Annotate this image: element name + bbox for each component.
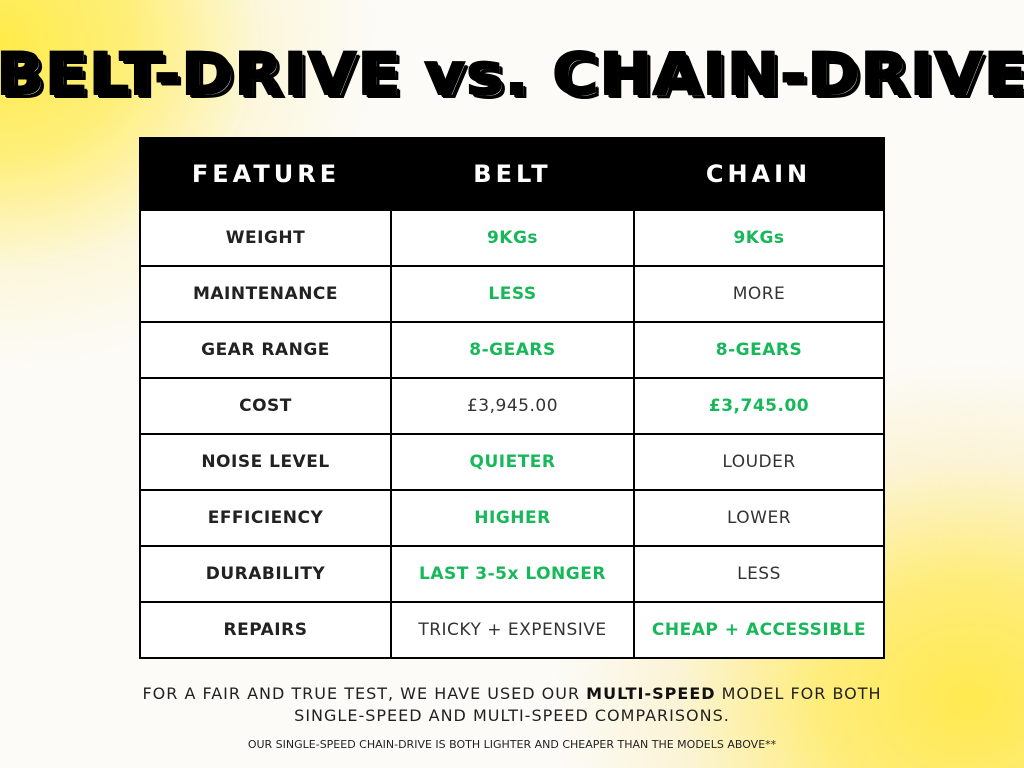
table-row: MAINTENANCE LESS MORE (139, 265, 885, 323)
chain-cell: MORE (633, 265, 885, 323)
comparison-table: FEATURE BELT CHAIN WEIGHT 9KGs 9KGs MAIN… (139, 137, 885, 659)
belt-cell: 8-GEARS (390, 321, 635, 379)
note-text-end: MODEL FOR BOTH (715, 684, 882, 703)
belt-cell: TRICKY + EXPENSIVE (390, 601, 635, 659)
feature-cell: GEAR RANGE (139, 321, 392, 379)
feature-cell: WEIGHT (139, 209, 392, 267)
table-row: WEIGHT 9KGs 9KGs (139, 209, 885, 267)
footnote: OUR SINGLE-SPEED CHAIN-DRIVE IS BOTH LIG… (247, 738, 777, 751)
chain-cell: 9KGs (633, 209, 885, 267)
belt-cell: LESS (390, 265, 635, 323)
feature-cell: REPAIRS (139, 601, 392, 659)
header-chain: CHAIN (634, 138, 884, 210)
chain-cell: LOWER (633, 489, 885, 547)
note-line-2: SINGLE-SPEED AND MULTI-SPEED COMPARISONS… (294, 706, 730, 725)
table-row: COST £3,945.00 £3,745.00 (139, 377, 885, 435)
chain-cell: LOUDER (633, 433, 885, 491)
chain-cell: LESS (633, 545, 885, 603)
feature-cell: NOISE LEVEL (139, 433, 392, 491)
belt-cell: HIGHER (390, 489, 635, 547)
table-header-row: FEATURE BELT CHAIN (140, 138, 884, 210)
belt-cell: QUIETER (390, 433, 635, 491)
table-row: DURABILITY LAST 3-5x LONGER LESS (139, 545, 885, 603)
chain-cell: CHEAP + ACCESSIBLE (633, 601, 885, 659)
feature-cell: EFFICIENCY (139, 489, 392, 547)
chain-cell: 8-GEARS (633, 321, 885, 379)
feature-cell: DURABILITY (139, 545, 392, 603)
test-note: FOR A FAIR AND TRUE TEST, WE HAVE USED O… (0, 683, 1024, 727)
feature-cell: MAINTENANCE (139, 265, 392, 323)
table-row: NOISE LEVEL QUIETER LOUDER (139, 433, 885, 491)
chain-cell: £3,745.00 (633, 377, 885, 435)
belt-cell: 9KGs (390, 209, 635, 267)
header-belt: BELT (391, 138, 634, 210)
note-text-start: FOR A FAIR AND TRUE TEST, WE HAVE USED O… (142, 684, 587, 703)
table-row: GEAR RANGE 8-GEARS 8-GEARS (139, 321, 885, 379)
belt-cell: £3,945.00 (390, 377, 635, 435)
header-feature: FEATURE (140, 138, 391, 210)
feature-cell: COST (139, 377, 392, 435)
table-row: REPAIRS TRICKY + EXPENSIVE CHEAP + ACCES… (139, 601, 885, 659)
note-emphasis: MULTI-SPEED (586, 684, 716, 703)
page-title: BELT-DRIVE vs. CHAIN-DRIVE (0, 39, 1024, 109)
table-row: EFFICIENCY HIGHER LOWER (139, 489, 885, 547)
belt-cell: LAST 3-5x LONGER (390, 545, 635, 603)
